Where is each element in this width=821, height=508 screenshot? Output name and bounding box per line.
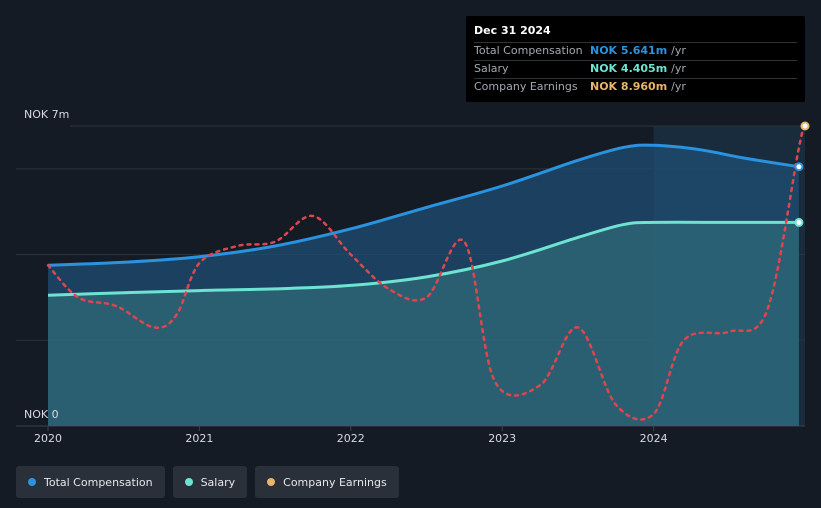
y-axis-bottom-label: NOK 0 — [24, 408, 59, 421]
total-compensation-line[interactable] — [47, 143, 800, 267]
tooltip-row-salary: Salary NOK 4.405m /yr — [474, 60, 797, 78]
tooltip-unit: /yr — [671, 62, 686, 75]
legend-dot-icon — [28, 478, 36, 486]
y-axis-top-label: NOK 7m — [24, 108, 69, 121]
x-tick-label: 2021 — [185, 432, 213, 445]
legend-label: Company Earnings — [283, 475, 387, 489]
legend-company-earnings[interactable]: Company Earnings — [255, 466, 399, 498]
tooltip-unit: /yr — [671, 80, 686, 93]
tooltip: Dec 31 2024 Total Compensation NOK 5.641… — [466, 16, 805, 102]
tooltip-value: NOK 4.405m — [590, 62, 668, 75]
x-tick-label: 2020 — [34, 432, 62, 445]
salary-end-marker[interactable] — [794, 217, 804, 227]
legend-label: Salary — [200, 475, 236, 489]
tooltip-value: NOK 5.641m — [590, 44, 668, 57]
tooltip-label: Total Compensation — [474, 44, 583, 57]
legend-label: Total Compensation — [44, 475, 153, 489]
salary-line[interactable] — [47, 220, 799, 297]
tooltip-value: NOK 8.960m — [590, 80, 668, 93]
x-axis-ticks: 2020 2021 2022 2023 2024 — [34, 426, 668, 445]
legend: Total Compensation Salary Company Earnin… — [16, 466, 407, 498]
x-tick-label: 2024 — [640, 432, 668, 445]
company-earnings-end-marker[interactable] — [800, 121, 810, 131]
tooltip-row-company-earnings: Company Earnings NOK 8.960m /yr — [474, 78, 797, 96]
tooltip-unit: /yr — [671, 44, 686, 57]
x-tick-label: 2023 — [488, 432, 516, 445]
x-tick-label: 2022 — [337, 432, 365, 445]
tooltip-row-total-compensation: Total Compensation NOK 5.641m /yr — [474, 42, 797, 60]
tooltip-label: Salary — [474, 62, 509, 75]
tooltip-date: Dec 31 2024 — [474, 24, 551, 37]
company-earnings-line[interactable] — [46, 124, 807, 421]
legend-dot-icon — [184, 478, 193, 486]
tooltip-label: Company Earnings — [474, 80, 578, 93]
salary-area — [48, 222, 799, 426]
total-compensation-end-marker[interactable] — [794, 162, 804, 172]
legend-total-compensation[interactable]: Total Compensation — [16, 466, 165, 498]
legend-dot-icon — [267, 478, 276, 486]
legend-salary[interactable]: Salary — [172, 466, 248, 498]
